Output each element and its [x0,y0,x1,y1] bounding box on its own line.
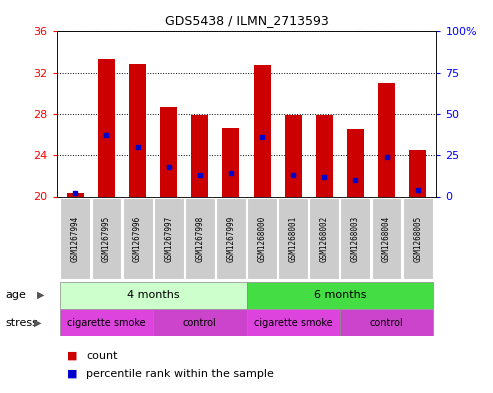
Text: GSM1267999: GSM1267999 [226,216,236,262]
FancyBboxPatch shape [185,198,215,279]
Text: GSM1268005: GSM1268005 [413,216,422,262]
Text: 6 months: 6 months [314,290,366,300]
Text: GSM1268002: GSM1268002 [320,216,329,262]
FancyBboxPatch shape [278,198,308,279]
Text: count: count [86,351,118,361]
Text: GSM1268004: GSM1268004 [382,216,391,262]
Text: GSM1267996: GSM1267996 [133,216,142,262]
Bar [409,150,426,196]
Bar [191,115,209,196]
FancyBboxPatch shape [247,198,277,279]
Text: 4 months: 4 months [127,290,179,300]
FancyBboxPatch shape [403,198,432,279]
Text: GDS5438 / ILMN_2713593: GDS5438 / ILMN_2713593 [165,14,328,27]
Bar [153,309,246,336]
Bar [160,107,177,196]
FancyBboxPatch shape [341,198,370,279]
Text: GSM1268003: GSM1268003 [351,216,360,262]
Bar [222,129,240,196]
Bar [98,59,115,196]
Text: GSM1267994: GSM1267994 [71,216,80,262]
Text: ■: ■ [67,351,77,361]
Bar [253,66,271,196]
Bar [284,115,302,196]
Bar [378,83,395,196]
Bar [347,129,364,196]
Text: GSM1268001: GSM1268001 [289,216,298,262]
FancyBboxPatch shape [61,198,90,279]
Text: percentile rank within the sample: percentile rank within the sample [86,369,274,379]
Text: GSM1267995: GSM1267995 [102,216,111,262]
Text: ▶: ▶ [37,290,44,300]
Text: ■: ■ [67,369,77,379]
Text: cigarette smoke: cigarette smoke [254,318,332,328]
Text: control: control [183,318,217,328]
Text: control: control [370,318,403,328]
FancyBboxPatch shape [372,198,401,279]
Text: GSM1268000: GSM1268000 [257,216,267,262]
Text: ▶: ▶ [34,318,41,328]
FancyBboxPatch shape [123,198,152,279]
Bar [60,282,246,309]
Bar [246,309,340,336]
Bar [60,309,153,336]
Text: age: age [5,290,26,300]
Text: GSM1267997: GSM1267997 [164,216,173,262]
Bar [129,64,146,196]
Bar [340,309,433,336]
Bar [67,193,84,196]
FancyBboxPatch shape [216,198,246,279]
Bar [316,115,333,196]
FancyBboxPatch shape [92,198,121,279]
Bar [246,282,433,309]
FancyBboxPatch shape [154,198,184,279]
FancyBboxPatch shape [309,198,339,279]
Text: GSM1267998: GSM1267998 [195,216,204,262]
Text: stress: stress [5,318,38,328]
Text: cigarette smoke: cigarette smoke [67,318,146,328]
